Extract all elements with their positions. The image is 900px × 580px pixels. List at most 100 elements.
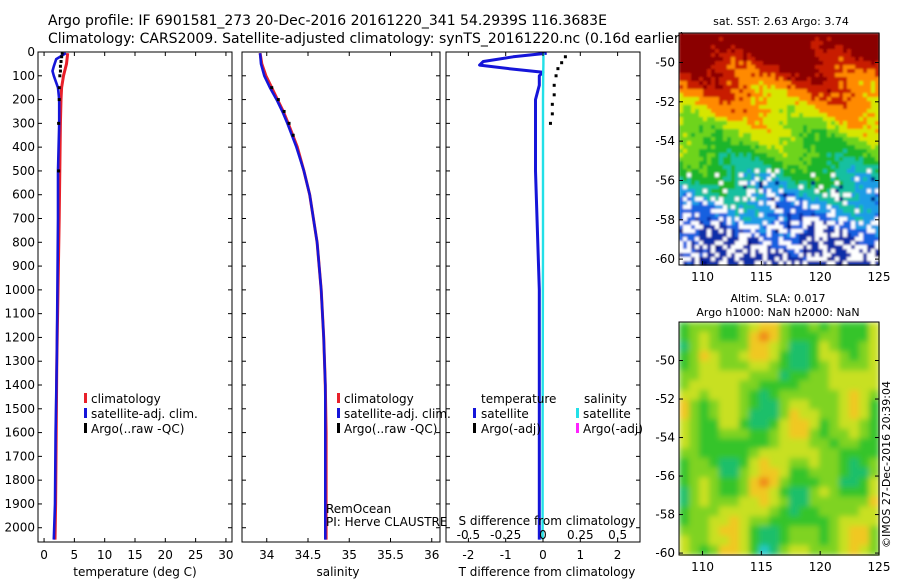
map-cell	[875, 161, 880, 166]
map-cell	[859, 93, 864, 98]
map-cell	[699, 245, 704, 250]
map-cell	[755, 181, 760, 186]
map-cell	[847, 65, 852, 70]
map-cell	[731, 237, 736, 242]
map-cell	[715, 173, 720, 178]
map-cell	[695, 45, 700, 50]
map-cell	[819, 153, 824, 158]
map-cell	[715, 153, 720, 158]
map-cell	[771, 141, 776, 146]
map-cell	[855, 201, 860, 206]
map-cell	[855, 41, 860, 46]
x-tick-label: 20	[158, 548, 173, 562]
map-cell	[859, 257, 864, 262]
map-cell	[787, 185, 792, 190]
map-cell	[819, 221, 824, 226]
map-cell	[727, 153, 732, 158]
map-cell	[843, 117, 848, 122]
map-cell	[775, 197, 780, 202]
map-cell	[851, 237, 856, 242]
map-cell	[823, 213, 828, 218]
map-cell	[747, 81, 752, 86]
map-cell	[727, 85, 732, 90]
map-cell	[763, 253, 768, 258]
map-cell	[731, 253, 736, 258]
map-cell	[851, 197, 856, 202]
map-cell	[739, 45, 744, 50]
legend-swatch-satellite	[84, 408, 87, 418]
map-cell	[711, 93, 716, 98]
map-cell	[735, 253, 740, 258]
map-cell	[695, 129, 700, 134]
map-cell	[827, 165, 832, 170]
map-cell	[727, 201, 732, 206]
map-cell	[699, 331, 710, 343]
map-cell	[829, 457, 840, 469]
map-cell	[691, 161, 696, 166]
map-cell	[739, 225, 744, 230]
map-cell	[827, 133, 832, 138]
map-cell	[779, 322, 790, 333]
map-cell	[731, 117, 736, 122]
map-cell	[691, 113, 696, 118]
map-cell	[839, 448, 850, 459]
map-cell	[799, 341, 810, 352]
map-cell	[831, 197, 836, 202]
map-cell	[723, 241, 728, 246]
map-cell	[875, 73, 880, 78]
map-cell	[827, 153, 832, 158]
map-cell	[783, 181, 788, 186]
map-cell	[791, 121, 796, 126]
series-line-temperature-satellite	[478, 52, 547, 540]
map-cell	[835, 253, 840, 258]
map-cell	[871, 189, 876, 194]
map-cell	[783, 93, 788, 98]
map-cell	[771, 177, 776, 182]
map-cell	[743, 81, 748, 86]
map-cell	[683, 161, 688, 166]
map-cell	[835, 205, 840, 210]
map-cell	[849, 360, 860, 372]
map-cell	[791, 33, 796, 38]
map-cell	[695, 137, 700, 142]
map-cell	[709, 516, 720, 527]
map-cell	[829, 370, 840, 381]
map-cell	[839, 73, 844, 78]
map-cell	[855, 221, 860, 226]
map-cell	[819, 438, 830, 449]
map-cell	[707, 89, 712, 94]
map-cell	[839, 161, 844, 166]
map-cell	[867, 137, 872, 142]
map-cell	[791, 193, 796, 198]
map-cell	[687, 145, 692, 150]
map-cell	[679, 117, 684, 122]
map-cell	[769, 331, 780, 343]
map-cell	[851, 257, 856, 262]
map-cell	[707, 149, 712, 154]
map-cell	[809, 331, 820, 343]
map-cell	[835, 125, 840, 130]
map-cell	[679, 45, 684, 50]
map-cell	[707, 49, 712, 54]
map-cell	[799, 121, 804, 126]
map-cell	[791, 61, 796, 66]
map-cell	[835, 137, 840, 142]
map-cell	[803, 257, 808, 262]
map-cell	[689, 399, 700, 410]
map-cell	[829, 535, 840, 546]
map-cell	[679, 261, 684, 266]
map-cell	[683, 213, 688, 218]
map-cell	[819, 177, 824, 182]
salinity-xlabel: salinity	[316, 565, 359, 579]
map-cell	[851, 121, 856, 126]
map-cell	[687, 249, 692, 254]
map-cell	[791, 209, 796, 214]
map-cell	[715, 189, 720, 194]
map-cell	[679, 93, 684, 98]
map-cell	[871, 93, 876, 98]
map-cell	[755, 49, 760, 54]
map-cell	[679, 457, 690, 469]
map-cell	[763, 153, 768, 158]
map-cell	[711, 257, 716, 262]
map-cell	[783, 77, 788, 82]
